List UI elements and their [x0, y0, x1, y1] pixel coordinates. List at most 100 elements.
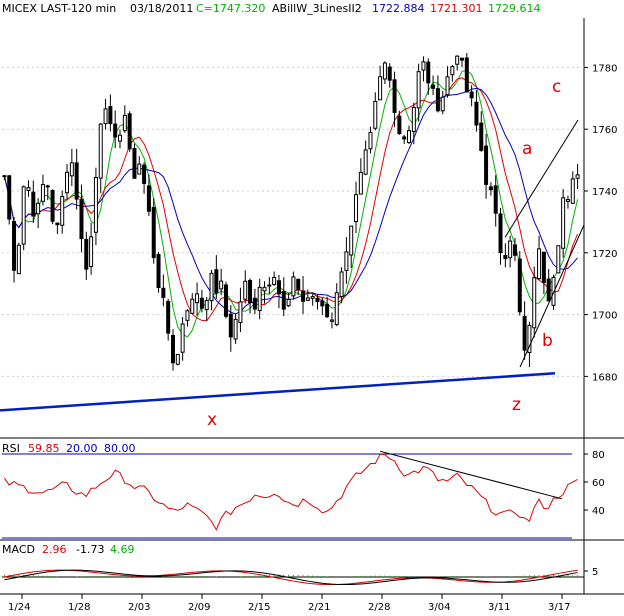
candle-body: [382, 62, 387, 80]
candle-body: [532, 277, 537, 329]
candle-body: [31, 191, 36, 217]
candle-body: [146, 185, 151, 212]
candle-body: [209, 272, 214, 302]
candle-body: [84, 238, 89, 270]
channel-upper-line: [504, 119, 579, 238]
macd-label: MACD: [2, 543, 35, 556]
candle-body: [325, 303, 330, 318]
wave-annotations: x z a b c: [207, 77, 561, 430]
candle-body: [199, 297, 204, 309]
candle-body: [484, 145, 489, 185]
candle-body: [305, 297, 310, 301]
wave-label-x: x: [207, 410, 217, 430]
candle-body: [450, 66, 455, 76]
candles: [2, 53, 580, 371]
candle-body: [344, 251, 349, 271]
candle-body: [402, 136, 407, 140]
candle-body: [464, 57, 469, 93]
candle-body: [233, 318, 238, 340]
rsi-value: 59.85: [28, 442, 60, 455]
support-trendline: [0, 372, 556, 412]
candle-body: [479, 122, 484, 151]
indicator-value-green: 1729.614: [488, 2, 541, 15]
macd-tick-label: 5: [592, 567, 598, 578]
candle-body: [373, 100, 378, 129]
rsi-low-level: 20.00: [66, 442, 98, 455]
candle-body: [7, 175, 12, 220]
candle-body: [565, 199, 570, 202]
x-tick-label: 3/17: [548, 602, 570, 613]
x-tick-label: 2/28: [368, 602, 390, 613]
candle-body: [50, 189, 55, 222]
candle-body: [74, 162, 79, 200]
candle-body: [291, 276, 296, 297]
wave-label-b: b: [542, 331, 553, 351]
candle-body: [98, 123, 103, 179]
candle-body: [262, 286, 267, 292]
price-tick-label: 1720: [592, 249, 617, 260]
candle-body: [228, 313, 233, 338]
candle-body: [122, 114, 127, 132]
candle-body: [252, 297, 257, 310]
rsi-line: [4, 453, 578, 531]
candle-body: [36, 202, 41, 215]
candle-body: [431, 84, 436, 89]
x-tick-label: 2/15: [248, 602, 270, 613]
candle-body: [281, 291, 286, 310]
candle-body: [118, 134, 123, 142]
candle-body: [296, 278, 301, 291]
candle-body: [512, 244, 517, 256]
price-tick-label: 1780: [592, 63, 617, 74]
indicator-value-red: 1721.301: [430, 2, 483, 15]
candle-body: [334, 292, 339, 326]
candle-body: [89, 236, 94, 267]
x-tick-label: 2/21: [308, 602, 330, 613]
x-tick-label: 3/11: [488, 602, 510, 613]
candle-body: [556, 245, 561, 274]
ma-green: [3, 69, 579, 338]
candle-body: [358, 171, 363, 195]
candle-body: [93, 177, 98, 233]
candle-body: [493, 185, 498, 214]
candle-body: [426, 61, 431, 84]
candle-body: [363, 149, 368, 175]
ma-red: [3, 77, 579, 322]
candle-body: [561, 197, 566, 249]
candle-body: [26, 187, 31, 191]
wave-label-c: c: [552, 77, 561, 97]
macd-signal-line: [4, 569, 578, 586]
candle-body: [339, 271, 344, 298]
macd-value-1: 2.96: [42, 543, 67, 556]
chart-symbol: MICEX LAST-120 min: [2, 2, 116, 15]
candle-body: [541, 251, 546, 283]
candle-body: [214, 269, 219, 294]
candle-body: [185, 310, 190, 321]
candle-body: [570, 178, 575, 204]
candle-body: [190, 298, 195, 314]
candle-body: [161, 287, 166, 299]
candle-body: [238, 301, 243, 324]
x-axis: 1/24 1/28 2/03 2/09 2/15 2/21 2/28 3/04 3/11 3/17: [8, 594, 570, 613]
wave-label-z: z: [512, 395, 521, 415]
indicator-value-blue: 1722.884: [372, 2, 425, 15]
candle-body: [40, 184, 45, 202]
candle-body: [440, 96, 445, 112]
channel-lower-line: [519, 224, 585, 368]
candle-body: [315, 297, 320, 303]
wave-label-a: a: [522, 139, 532, 159]
candle-body: [195, 293, 200, 304]
macd-value-2: -1.73: [76, 543, 104, 556]
candle-body: [354, 194, 359, 222]
candle-body: [310, 296, 315, 299]
candle-body: [16, 244, 21, 275]
svg-text:RSI: RSI: [2, 442, 20, 455]
candle-body: [65, 171, 70, 194]
rsi-label: RSI: [2, 442, 20, 455]
candle-body: [407, 130, 412, 144]
rsi-panel: 40 60 80: [2, 450, 605, 539]
candle-body: [455, 55, 460, 65]
price-tick-label: 1760: [592, 125, 617, 136]
rsi-tick-label: 40: [592, 506, 605, 517]
candle-body: [575, 174, 580, 179]
